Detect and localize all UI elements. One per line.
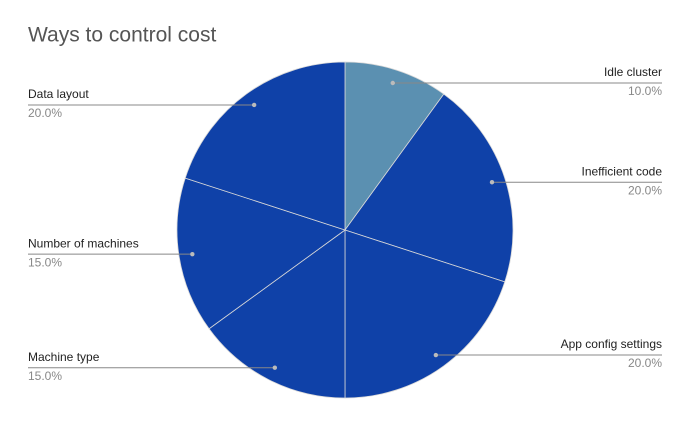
- leader-dot: [489, 180, 495, 185]
- slice-label: Inefficient code: [581, 164, 662, 178]
- slice-value-label: 15.0%: [28, 255, 62, 269]
- pie-slice: [344, 61, 445, 232]
- slice-label: Idle cluster: [604, 65, 662, 79]
- slice-value-label: 10.0%: [628, 84, 662, 98]
- slice-label: Number of machines: [28, 236, 139, 250]
- slice-label: Machine type: [28, 350, 100, 364]
- slice-label: App config settings: [561, 337, 662, 351]
- slice-value-label: 15.0%: [28, 369, 62, 383]
- leader-dot: [190, 251, 195, 257]
- pie-slice: [184, 61, 346, 231]
- slice-label: Data layout: [28, 87, 89, 101]
- leader-dot: [390, 80, 395, 86]
- pie-slice: [344, 229, 506, 399]
- slice-value-label: 20.0%: [28, 106, 62, 120]
- leader-dot: [433, 352, 439, 358]
- pie-slice: [344, 93, 514, 283]
- leader-dot: [251, 102, 257, 108]
- pie-slice: [208, 229, 346, 399]
- chart-title: Ways to control cost: [28, 24, 216, 47]
- leader-dot: [272, 365, 278, 370]
- slice-value-label: 20.0%: [628, 356, 662, 370]
- pie-slice: [176, 177, 346, 330]
- slice-value-label: 20.0%: [628, 183, 662, 197]
